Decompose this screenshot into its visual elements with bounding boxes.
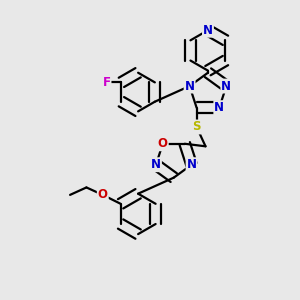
Text: N: N — [187, 158, 196, 171]
Text: N: N — [151, 158, 161, 171]
Text: N: N — [214, 101, 224, 114]
Text: N: N — [184, 80, 195, 93]
Text: N: N — [221, 80, 231, 93]
Text: S: S — [192, 121, 201, 134]
Text: N: N — [203, 24, 213, 37]
Text: O: O — [158, 137, 168, 150]
Text: F: F — [103, 76, 110, 89]
Text: O: O — [98, 188, 108, 201]
